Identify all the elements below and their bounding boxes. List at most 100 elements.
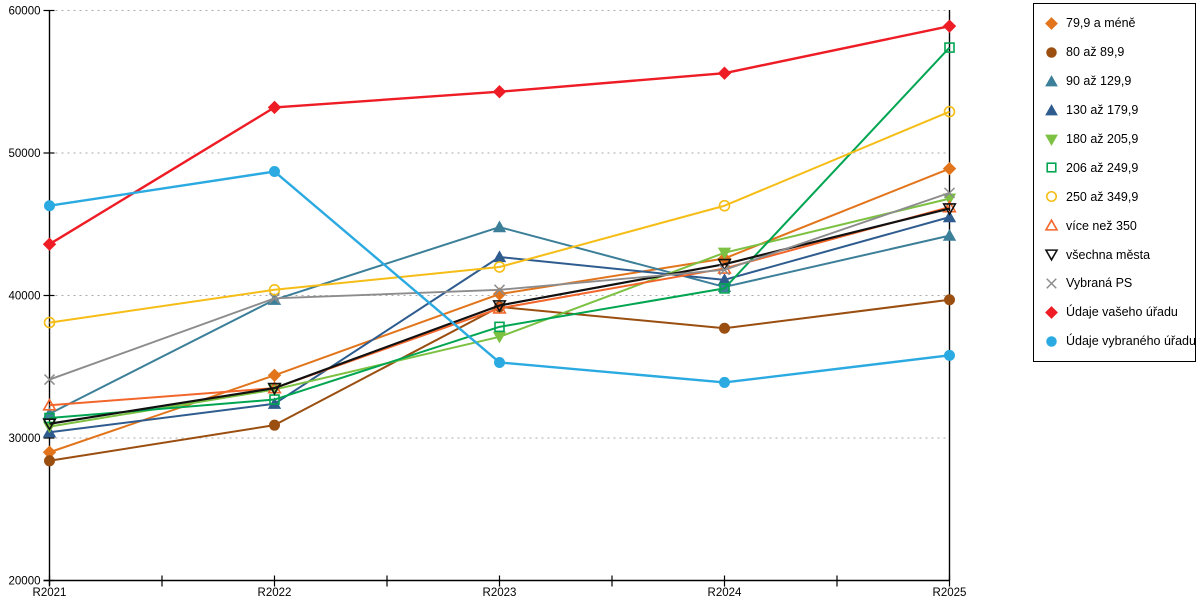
series-marker xyxy=(42,418,57,431)
series-marker xyxy=(42,398,57,411)
x-axis-label: R2025 xyxy=(933,587,967,599)
series-marker xyxy=(1046,47,1057,58)
legend-entry: Údaje vybraného úřadu xyxy=(1044,327,1196,356)
series-line xyxy=(49,170,950,384)
series-marker xyxy=(43,374,56,386)
series-marker xyxy=(492,301,507,314)
series-7 xyxy=(43,105,956,329)
series-marker xyxy=(718,199,731,212)
legend-label: Údaje vašeho úřadu xyxy=(1066,305,1178,320)
legend-label: 90 až 129,9 xyxy=(1066,74,1132,89)
legend-marker-square-icon xyxy=(1046,162,1057,173)
series-marker xyxy=(718,264,731,276)
series-marker xyxy=(44,412,55,424)
series-marker xyxy=(1045,103,1058,115)
legend-marker-x-icon xyxy=(1046,278,1057,289)
series-4 xyxy=(42,210,957,438)
legend-marker-circle-icon xyxy=(1045,191,1058,203)
series-marker xyxy=(942,199,957,213)
series-10 xyxy=(43,187,956,386)
legend-label: všechna města xyxy=(1066,247,1151,262)
y-axis-label: 40000 xyxy=(9,291,41,303)
series-marker xyxy=(1046,278,1057,289)
series-marker xyxy=(719,283,730,294)
series-marker xyxy=(943,105,956,118)
x-axis-label: R2023 xyxy=(483,587,517,599)
legend-entry: 180 až 205,9 xyxy=(1044,125,1191,154)
series-marker xyxy=(942,161,957,176)
legend-marker-triangle-up-icon xyxy=(1045,103,1058,115)
series-marker xyxy=(493,284,506,296)
series-marker xyxy=(944,42,955,53)
legend-label: 80 až 89,9 xyxy=(1066,45,1125,60)
series-marker xyxy=(942,203,957,216)
x-axis-label: R2024 xyxy=(708,587,742,599)
series-marker xyxy=(942,19,957,33)
series-marker xyxy=(492,85,507,99)
legend-marker-triangle-down-icon xyxy=(1045,134,1058,146)
legend-label: 250 až 349,9 xyxy=(1066,189,1139,204)
legend-label: 206 až 249,9 xyxy=(1066,160,1139,175)
legend-entry: 130 až 179,9 xyxy=(1044,96,1191,125)
series-marker xyxy=(1045,134,1058,146)
series-marker xyxy=(1046,162,1057,173)
y-axis-label: 20000 xyxy=(9,576,41,588)
legend-entry: 79,9 a méně xyxy=(1044,9,1191,38)
legend-entry: Vybraná PS xyxy=(1044,269,1191,298)
series-marker xyxy=(268,292,281,304)
series-marker xyxy=(494,321,505,333)
legend-entry: Údaje vašeho úřadu xyxy=(1044,298,1191,327)
series-marker xyxy=(269,166,280,178)
x-axis-label: R2022 xyxy=(258,587,292,599)
series-marker xyxy=(494,356,505,368)
legend-entry: více než 350 xyxy=(1044,211,1191,240)
series-marker xyxy=(1045,74,1058,87)
legend-marker-triangle-down-icon xyxy=(1044,249,1059,262)
series-line xyxy=(49,216,950,434)
series-marker xyxy=(44,200,55,212)
series-marker xyxy=(493,261,506,273)
series-marker xyxy=(717,247,732,260)
series-marker xyxy=(269,419,280,431)
series-marker xyxy=(268,283,281,296)
series-marker xyxy=(944,294,955,306)
series-marker xyxy=(267,382,282,396)
legend-label: Vybraná PS xyxy=(1066,276,1133,291)
legend-marker-circle-icon xyxy=(1046,47,1057,58)
series-12 xyxy=(44,166,955,388)
series-marker xyxy=(1045,17,1058,30)
series-2 xyxy=(44,294,955,467)
series-line xyxy=(49,110,950,324)
series-marker xyxy=(492,331,507,344)
legend-entry: 90 až 129,9 xyxy=(1044,67,1191,96)
series-marker xyxy=(1046,335,1057,347)
legend-label: 79,9 a méně xyxy=(1066,16,1136,31)
legend-box: 79,9 a méně 80 až 89,9 90 až 129,9 130 až 1… xyxy=(1033,3,1196,362)
y-axis-label: 60000 xyxy=(9,6,41,18)
series-marker xyxy=(717,66,732,80)
series-line xyxy=(49,46,951,420)
legend-label: 130 až 179,9 xyxy=(1066,103,1139,118)
series-line xyxy=(48,25,950,246)
legend-entry: všechna města xyxy=(1044,240,1191,269)
legend-marker-diamond-icon xyxy=(1045,17,1058,30)
series-line xyxy=(49,206,950,407)
series-marker xyxy=(943,187,956,199)
legend-label: Údaje vybraného úřadu xyxy=(1066,334,1196,349)
y-axis-label: 50000 xyxy=(9,148,41,160)
series-marker xyxy=(1044,218,1059,231)
legend-entry: 206 až 249,9 xyxy=(1044,153,1191,182)
series-marker xyxy=(719,322,730,334)
legend-label: 180 až 205,9 xyxy=(1066,132,1139,146)
series-marker xyxy=(267,368,282,383)
legend-marker-triangle-up-icon xyxy=(1044,218,1059,231)
series-marker xyxy=(492,220,507,233)
series-line xyxy=(49,207,950,425)
series-marker xyxy=(1045,191,1058,203)
series-11 xyxy=(42,19,957,251)
series-marker xyxy=(944,349,955,361)
legend-entry: 80 až 89,9 xyxy=(1044,38,1191,67)
series-marker xyxy=(42,237,57,251)
